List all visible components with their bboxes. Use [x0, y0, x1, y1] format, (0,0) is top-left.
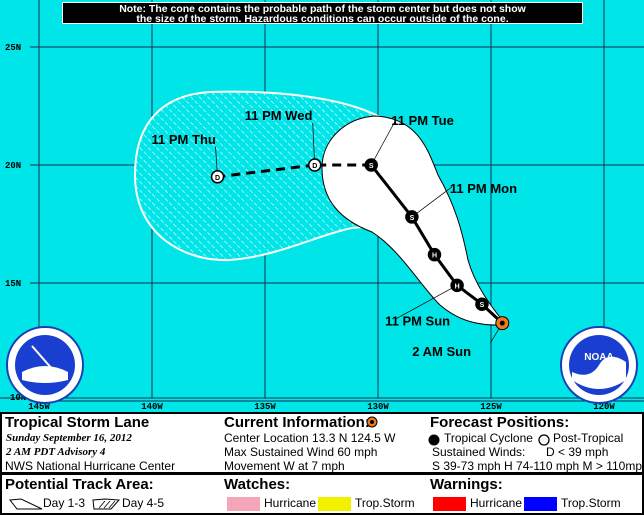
lat-label: 20N — [5, 161, 21, 171]
info-legend: Tropical Storm Lane Sunday September 16,… — [0, 412, 644, 474]
ts-watch-label: Trop.Storm — [355, 496, 415, 510]
lon-label: 140W — [141, 402, 163, 412]
day-4-5-label: Day 4-5 — [122, 496, 165, 510]
lon-label: 120W — [593, 402, 615, 412]
watches-title: Watches: — [224, 476, 291, 493]
post-tropical-point — [307, 158, 322, 172]
tropical-cyclone-point — [450, 278, 464, 293]
cone-note: Note: The cone contains the probable pat… — [62, 2, 583, 24]
max-wind: Max Sustained Wind 60 mph — [224, 445, 378, 459]
track-segment — [217, 163, 315, 179]
intensity-code: H — [455, 283, 460, 290]
label-leader — [411, 186, 453, 218]
storm-date: Sunday September 16, 2012 — [6, 432, 132, 444]
lon-label: 130W — [367, 402, 389, 412]
wind-scale: S 39-73 mph H 74-110 mph M > 110mph — [432, 459, 644, 473]
ts-warning-label: Trop.Storm — [561, 496, 621, 510]
post-tropical-icon — [538, 434, 550, 446]
tropical-cyclone-icon — [428, 434, 440, 446]
noaa-logo: NOAA — [560, 326, 638, 404]
label-leader — [312, 122, 316, 166]
hurricane-warning-label: Hurricane — [470, 496, 523, 510]
forecast-time-label: 11 PM Thu — [152, 132, 216, 147]
intensity-code: S — [480, 302, 485, 309]
lat-label: 15N — [5, 279, 21, 289]
storm-name: Tropical Storm Lane — [5, 414, 150, 431]
day-4-5-cone-icon — [92, 498, 121, 510]
track-area-title: Potential Track Area: — [5, 476, 154, 493]
forecast-track: S 11 PM Sun H H 11 PM Mon S 11 PM Tue S 11 PM We… — [152, 108, 518, 359]
wind-scale-d: D < 39 mph — [546, 445, 609, 459]
note-line-1: Note: The cone contains the probable pat… — [119, 3, 526, 15]
intensity-code: S — [369, 163, 374, 170]
movement: Movement W at 7 mph — [224, 459, 345, 473]
svg-text:NOAA: NOAA — [584, 352, 613, 363]
tropical-cyclone-point — [427, 247, 442, 262]
forecast-time-label: 11 PM Sun — [385, 313, 450, 328]
lon-label: 145W — [28, 402, 50, 412]
current-time-label: 2 AM Sun — [412, 344, 471, 359]
track-segment — [410, 216, 436, 256]
lon-label: 125W — [480, 402, 502, 412]
ts-watch-swatch — [318, 497, 351, 511]
tropical-cyclone-point — [405, 210, 419, 224]
lon-label: 135W — [254, 402, 276, 412]
hazard-legend: Potential Track Area: Day 1-3 Day 4-5 Wa… — [0, 473, 644, 515]
label-leader — [394, 285, 458, 320]
intensity-code: S — [410, 215, 415, 222]
hurricane-watch-label: Hurricane — [264, 496, 317, 510]
forecast-time-label: 11 PM Wed — [245, 108, 313, 123]
intensity-code: H — [432, 253, 437, 260]
post-tropical-label: Post-Tropical — [553, 431, 624, 445]
issuing-center: NWS National Hurricane Center — [5, 459, 176, 473]
intensity-code: D — [215, 175, 220, 182]
hurricane-warning-swatch — [433, 497, 466, 511]
label-leader — [370, 120, 396, 166]
day-1-3-cone-icon — [9, 498, 43, 510]
warnings-title: Warnings: — [430, 476, 503, 493]
note-line-2: the size of the storm. Hazardous conditi… — [136, 13, 509, 25]
advisory: 2 AM PDT Advisory 4 — [6, 446, 106, 458]
current-position-center — [499, 320, 505, 326]
post-tropical-point — [210, 170, 225, 184]
nws-logo — [6, 326, 84, 404]
sustained-winds-label: Sustained Winds: — [432, 445, 526, 459]
lat-label: 25N — [5, 43, 21, 53]
forecast-positions-title: Forecast Positions: — [430, 414, 570, 431]
track-segment — [370, 164, 414, 218]
current-position-icon — [366, 416, 378, 428]
ts-warning-swatch — [524, 497, 557, 511]
forecast-time-label: 11 PM Mon — [450, 181, 517, 196]
current-info-title: Current Information: — [224, 414, 370, 431]
hurricane-watch-swatch — [227, 497, 260, 511]
forecast-time-label: 11 PM Tue — [391, 113, 454, 128]
intensity-code: D — [312, 163, 317, 170]
day-1-3-label: Day 1-3 — [43, 496, 86, 510]
tropical-cyclone-point — [475, 297, 489, 311]
forecast-map: 145W 140W 135W 130W 125W 120W 25N 20N 15N S 11 PM… — [0, 0, 644, 412]
tropical-cyclone-point — [364, 158, 378, 172]
tropical-cyclone-label: Tropical Cyclone — [444, 431, 533, 445]
lat-label-10n: 10N — [10, 393, 26, 403]
center-location: Center Location 13.3 N 124.5 W — [224, 431, 396, 445]
cone-day-4-5 — [133, 90, 382, 262]
